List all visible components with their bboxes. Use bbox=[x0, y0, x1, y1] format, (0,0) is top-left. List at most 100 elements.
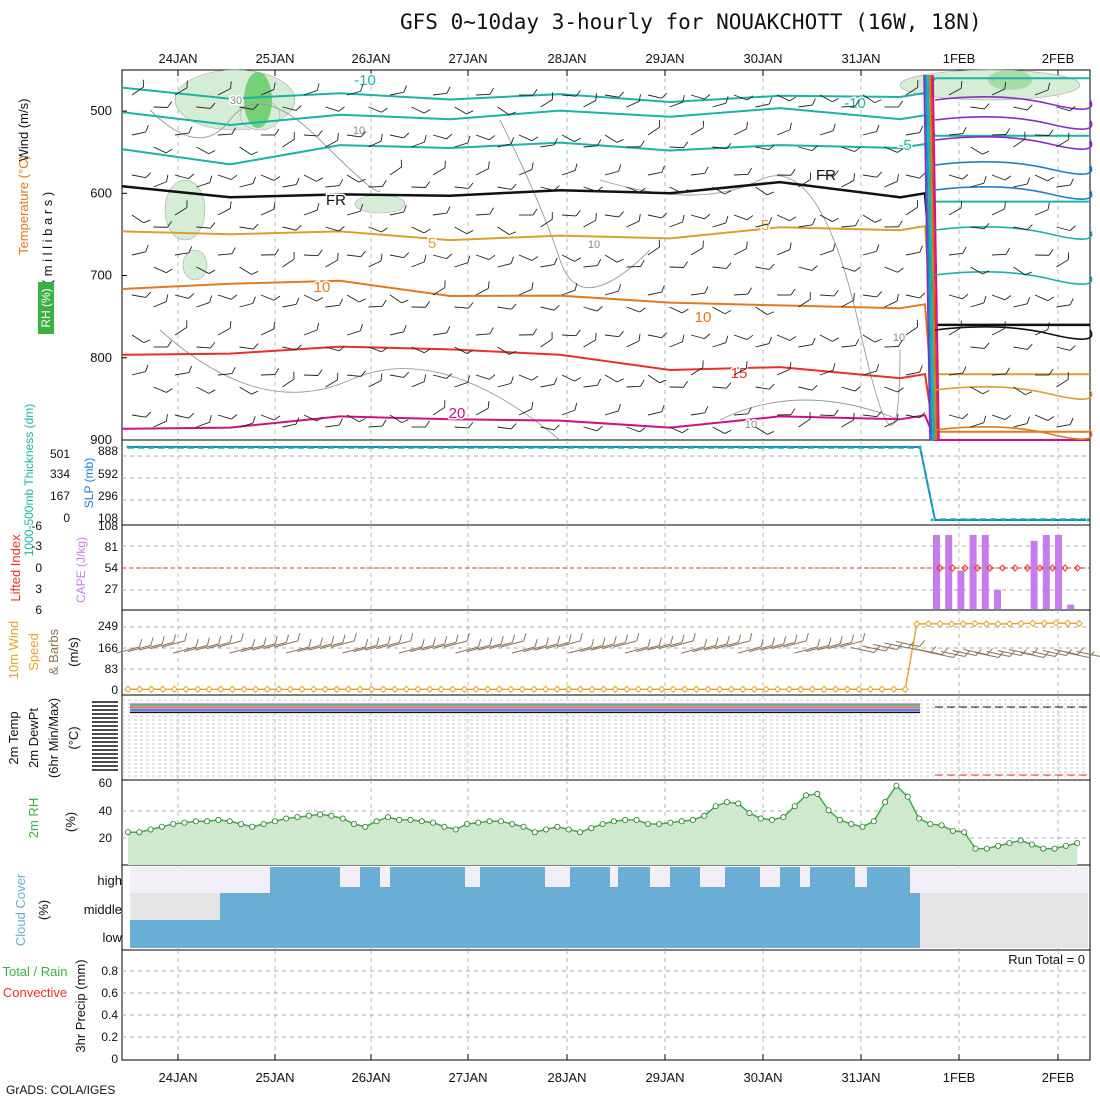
wind-barb-flag bbox=[295, 297, 300, 305]
wind-barb-staff bbox=[669, 426, 683, 434]
wind-barb-flag bbox=[510, 376, 514, 384]
chart-title: GFS 0~10day 3-hourly for NOUAKCHOTT (16W… bbox=[400, 10, 982, 34]
wind-barb-flag bbox=[789, 96, 797, 102]
wind-barb-staff bbox=[712, 186, 725, 195]
wind-barb-flag bbox=[898, 220, 903, 227]
wind-barb bbox=[196, 341, 216, 349]
slp-point bbox=[522, 445, 526, 449]
wind-barb-staff bbox=[712, 102, 727, 108]
wind-barb-flag bbox=[702, 240, 704, 248]
wind-barb bbox=[776, 214, 797, 222]
wind-barb-staff bbox=[432, 212, 447, 216]
wind-barb-flag bbox=[186, 80, 188, 88]
wind-barb-flag bbox=[574, 377, 582, 382]
wind-barb bbox=[217, 320, 232, 336]
wind-barb bbox=[819, 363, 836, 376]
rh-contour bbox=[599, 175, 901, 426]
wind-barb bbox=[604, 374, 624, 383]
wind-barb bbox=[1034, 82, 1051, 96]
wind-barb-staff bbox=[346, 134, 361, 138]
wind-barb-staff bbox=[389, 331, 404, 336]
wind-barb bbox=[841, 292, 855, 308]
wind-barb-flag bbox=[896, 293, 899, 302]
wind-barb-staff bbox=[282, 378, 295, 388]
wind-barb-flag bbox=[532, 208, 538, 216]
wind-barb-staff bbox=[131, 371, 146, 376]
wind-barb-flag bbox=[1069, 417, 1074, 425]
rh-point bbox=[362, 823, 369, 830]
surface-wind-staff bbox=[737, 646, 762, 654]
wind-speed-point bbox=[750, 685, 759, 693]
wind-barb-flag bbox=[962, 293, 969, 300]
slp-point bbox=[1074, 518, 1078, 522]
rh-point bbox=[475, 819, 482, 826]
surface-wind-barb bbox=[432, 634, 459, 650]
rh-point bbox=[690, 816, 697, 823]
wind-barb-staff bbox=[948, 174, 963, 180]
wind-barb bbox=[884, 100, 903, 108]
wind-barb-flag bbox=[295, 105, 302, 111]
wind-barb-staff bbox=[411, 381, 425, 388]
surface-wind-flag bbox=[794, 634, 798, 643]
wind-barb-flag bbox=[1047, 82, 1051, 91]
wind-barb bbox=[540, 377, 558, 388]
wind-barb-staff bbox=[260, 174, 275, 181]
wind-barb-staff bbox=[884, 146, 898, 153]
wind-speed-point bbox=[843, 685, 851, 693]
wind-barb-staff bbox=[1013, 346, 1028, 350]
wind-barb bbox=[475, 161, 490, 176]
slp-point bbox=[570, 445, 574, 449]
wind-barb-flag bbox=[1068, 132, 1070, 140]
wind-barb bbox=[884, 386, 904, 393]
wind-barb bbox=[604, 211, 624, 218]
wind-barb-flag bbox=[919, 292, 926, 299]
rh-point bbox=[452, 826, 459, 833]
rh-point bbox=[418, 818, 425, 825]
surface-wind-staff bbox=[669, 640, 694, 648]
slp-point bbox=[738, 445, 742, 449]
wind-barb-flag bbox=[960, 320, 962, 328]
wind-barb-staff bbox=[948, 294, 963, 300]
wind-barb bbox=[733, 214, 754, 221]
wind-barb-staff bbox=[733, 173, 749, 176]
wind-barb-staff bbox=[776, 249, 791, 256]
wind-speed-point bbox=[379, 685, 387, 693]
surface-wind-flag bbox=[319, 637, 323, 646]
wind-barb bbox=[325, 345, 345, 352]
surface-wind-flag bbox=[489, 637, 493, 646]
wind-barb-flag bbox=[553, 304, 560, 311]
rh-point bbox=[237, 821, 244, 828]
cape-bar bbox=[933, 534, 940, 609]
wind-barb-flag bbox=[509, 231, 517, 236]
wind-barb-flag bbox=[295, 177, 300, 185]
wind-barb-flag bbox=[683, 141, 689, 149]
wind-barb-staff bbox=[454, 226, 467, 235]
wind-barb-staff bbox=[561, 134, 575, 142]
wind-barb-staff bbox=[389, 166, 402, 176]
wind-barb bbox=[540, 304, 560, 311]
surface-wind-barb bbox=[737, 638, 764, 654]
surface-wind-barb bbox=[240, 637, 267, 653]
wind-barb-flag bbox=[747, 167, 753, 175]
rh-point bbox=[972, 845, 979, 852]
cloud-gap bbox=[650, 867, 670, 887]
wind-barb-staff bbox=[131, 214, 144, 224]
wind-barb-staff bbox=[475, 254, 490, 260]
wind-barb bbox=[389, 252, 410, 259]
surface-wind-flag bbox=[726, 635, 730, 645]
wind-barb-staff bbox=[346, 374, 361, 377]
wind-barb-flag bbox=[380, 253, 383, 261]
surface-wind-flag bbox=[387, 635, 391, 645]
isotherm-15 bbox=[121, 345, 1090, 441]
wind-barb bbox=[303, 294, 324, 302]
wind-barb bbox=[432, 253, 453, 260]
surface-wind-flag bbox=[297, 632, 301, 642]
rh-point bbox=[350, 821, 357, 828]
wind-barb-flag bbox=[424, 254, 427, 262]
li-tick-label: -3 bbox=[31, 539, 42, 553]
wind-barb-flag bbox=[704, 286, 709, 294]
wind-barb-flag bbox=[444, 400, 446, 408]
wind-barb-flag bbox=[166, 388, 173, 393]
surface-wind-flag bbox=[692, 632, 696, 642]
wind-barb-flag bbox=[145, 364, 149, 372]
